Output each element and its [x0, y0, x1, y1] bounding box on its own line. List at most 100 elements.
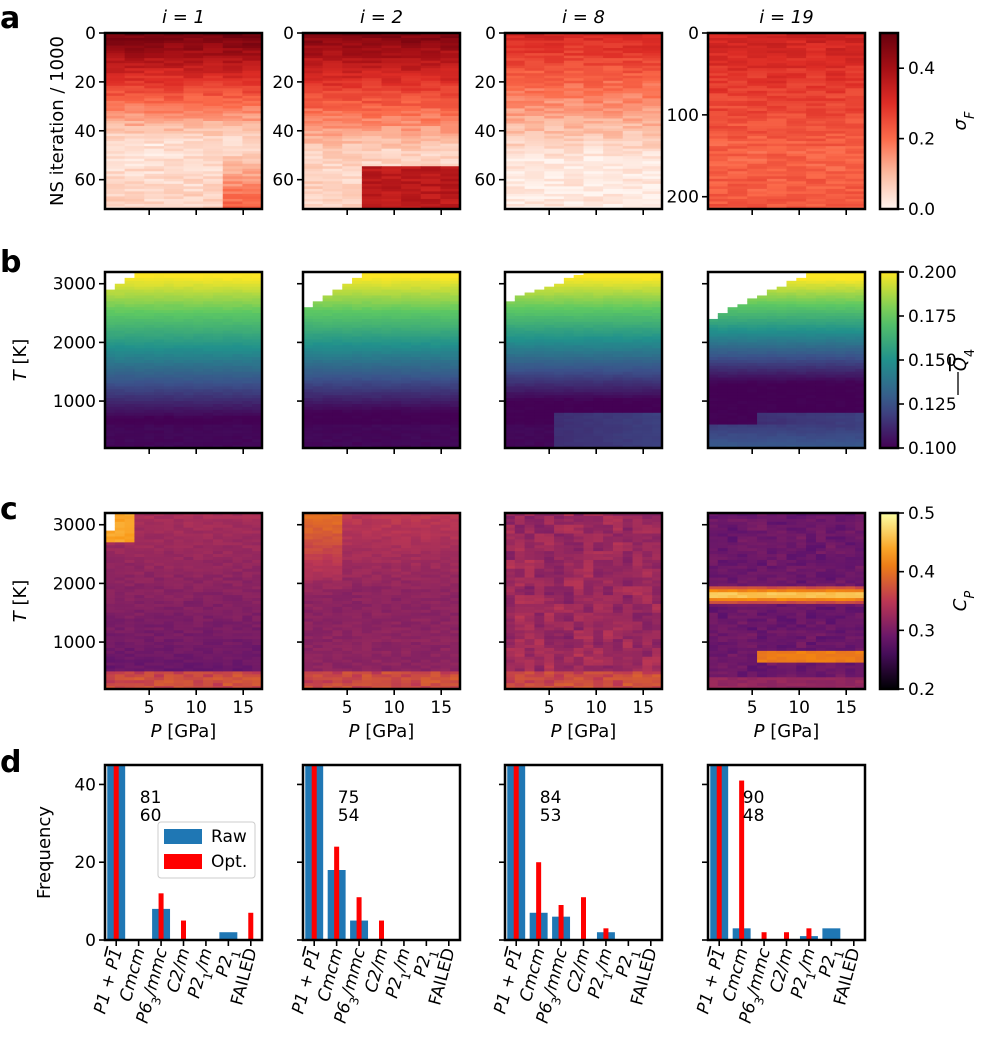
heat-cell: [252, 321, 263, 326]
heat-cell: [583, 289, 594, 294]
heat-cell: [806, 65, 827, 69]
heat-cell: [806, 105, 827, 109]
heat-cell: [163, 163, 184, 167]
heat-cell: [612, 421, 624, 426]
heat-cell: [727, 73, 748, 77]
heat-cell: [342, 181, 363, 185]
heat-cell: [105, 123, 126, 127]
heat-cell: [144, 392, 155, 396]
heat-cell: [401, 85, 422, 89]
heat-cell: [342, 153, 363, 157]
heat-cell: [622, 63, 643, 67]
heat-cell: [371, 427, 382, 431]
heat-cell: [410, 283, 422, 288]
heat-cell: [563, 48, 584, 52]
heat-cell: [144, 395, 155, 399]
heat-cell: [322, 166, 343, 170]
heat-cell: [371, 321, 382, 326]
heat-cell: [124, 386, 135, 390]
heat-cell: [163, 176, 184, 180]
heat-cell: [212, 304, 224, 308]
heat-cell: [312, 430, 324, 434]
heat-cell: [583, 95, 604, 99]
heat-cell: [183, 368, 194, 373]
heat-cell: [544, 342, 555, 346]
heat-cell: [312, 304, 324, 308]
heat-cell: [222, 90, 243, 94]
heat-cell: [183, 153, 204, 157]
heat-cell: [845, 171, 866, 175]
heat-cell: [193, 274, 204, 279]
heat-cell: [322, 93, 343, 97]
heat-cell: [154, 436, 165, 440]
heat-cell: [212, 310, 224, 314]
heat-cell: [603, 131, 624, 135]
heat-cell: [420, 280, 432, 285]
heat-cell: [193, 357, 204, 361]
heat-cell: [747, 183, 768, 187]
heat-cell: [612, 360, 624, 364]
heat-cell: [554, 313, 565, 317]
heat-cell: [440, 298, 451, 302]
heat-cell: [144, 301, 155, 305]
heat-cell: [212, 324, 224, 329]
heat-cell: [183, 339, 194, 343]
heat-cell: [303, 163, 324, 167]
heat-cell: [524, 176, 545, 180]
heat-cell: [391, 351, 402, 355]
heat-cell: [440, 118, 461, 122]
heat-cell: [766, 188, 787, 192]
heat-cell: [212, 424, 224, 428]
heat-cell: [612, 389, 624, 393]
heat-cell: [203, 143, 224, 147]
heat-cell: [322, 148, 343, 152]
heat-cell: [505, 351, 516, 355]
heat-cell: [554, 427, 565, 431]
heat-cell: [440, 93, 461, 97]
heat-cell: [222, 196, 243, 200]
heat-cell: [534, 342, 545, 346]
colorbar-tick-label: 0.4: [908, 59, 935, 79]
heat-cell: [544, 354, 555, 358]
heat-cell: [534, 418, 545, 423]
heat-cell: [312, 371, 324, 376]
heat-cell: [727, 151, 748, 155]
heat-cell: [322, 136, 343, 140]
heat-cell: [322, 365, 333, 370]
heat-cell: [163, 333, 175, 338]
heat-cell: [786, 40, 807, 44]
heat-cell: [642, 48, 663, 52]
y-tick-label: 20: [272, 73, 294, 93]
heat-cell: [242, 108, 263, 112]
heat-cell: [342, 201, 363, 205]
heat-cell: [222, 100, 243, 104]
heat-cell: [163, 186, 184, 190]
heat-cell: [183, 418, 194, 423]
heat-cell: [312, 409, 324, 414]
heat-cell: [450, 354, 461, 358]
heat-cell: [352, 424, 363, 428]
heat-cell: [203, 439, 214, 443]
heat-cell: [440, 318, 451, 323]
heat-cell: [401, 188, 422, 192]
heat-cell: [505, 324, 516, 329]
heat-cell: [505, 313, 516, 317]
heat-cell: [845, 118, 866, 122]
heat-cell: [544, 110, 565, 114]
heat-cell: [105, 348, 116, 352]
heat-cell: [524, 53, 545, 57]
heat-cell: [622, 33, 643, 37]
heat-cell: [361, 310, 373, 314]
heat-cell: [163, 316, 175, 320]
heat-cell: [440, 73, 461, 77]
heat-cell: [430, 313, 441, 317]
heat-cell: [573, 277, 584, 282]
heat-cell: [642, 33, 663, 37]
heat-cell: [573, 301, 584, 305]
heat-cell: [222, 65, 243, 69]
heat-cell: [727, 65, 748, 69]
heat-cell: [708, 123, 729, 127]
heat-cell: [322, 301, 333, 305]
heat-cell: [252, 439, 263, 443]
heat-cell: [440, 330, 451, 335]
